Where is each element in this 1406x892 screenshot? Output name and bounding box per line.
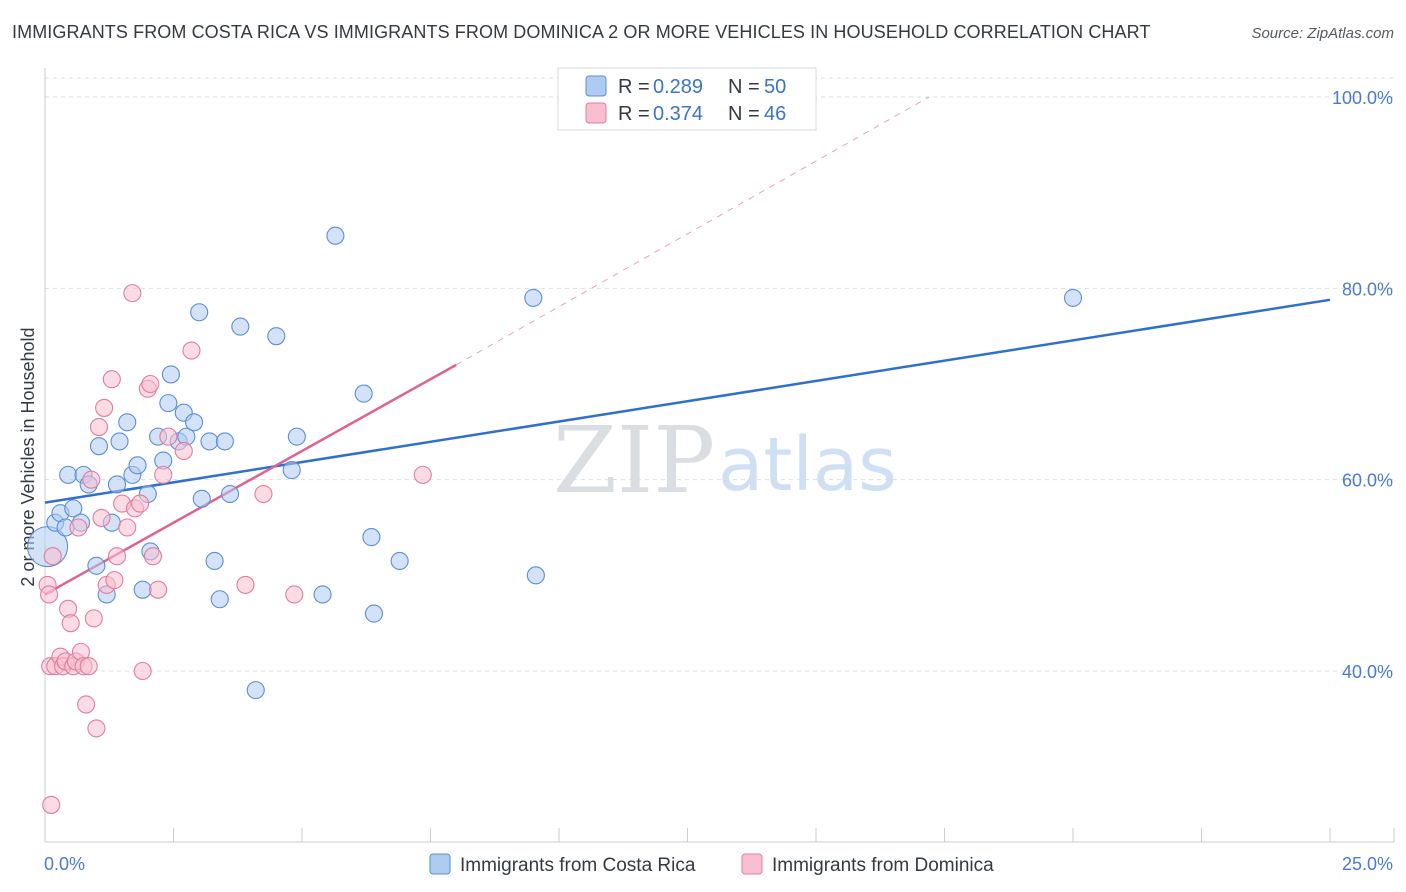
point-costa-rica	[362, 528, 381, 547]
point-dominica	[413, 465, 432, 484]
point-costa-rica	[524, 288, 543, 307]
point-dominica	[107, 547, 127, 566]
point-costa-rica	[1063, 288, 1083, 307]
point-dominica	[174, 441, 193, 461]
point-dominica	[143, 547, 162, 566]
point-dominica	[159, 427, 178, 446]
point-costa-rica	[192, 489, 211, 508]
point-dominica	[105, 571, 124, 590]
point-costa-rica	[246, 681, 265, 700]
point-dominica	[154, 465, 173, 484]
point-dominica	[82, 470, 101, 489]
legend-n-label: N =	[728, 76, 760, 98]
watermark-zip: ZIP	[553, 407, 715, 514]
point-dominica	[123, 284, 142, 303]
point-costa-rica	[89, 437, 109, 456]
point-costa-rica	[161, 365, 180, 384]
point-costa-rica	[220, 484, 240, 504]
point-costa-rica	[210, 590, 229, 609]
watermark: ZIP atlas	[553, 407, 897, 514]
point-costa-rica	[64, 499, 83, 518]
y-tick-label: 80.0%	[1342, 279, 1393, 299]
point-costa-rica	[313, 585, 332, 604]
point-costa-rica	[185, 413, 204, 432]
legend-swatch-costa-rica	[585, 75, 607, 97]
y-tick-label: 100.0%	[1332, 88, 1393, 108]
bottom-legend-label-costa-rica: Immigrants from Costa Rica	[460, 855, 696, 876]
point-dominica	[182, 341, 201, 360]
point-dominica	[89, 417, 109, 437]
point-dominica	[69, 518, 88, 537]
legend-r-label: R =	[618, 103, 650, 125]
legend-r-label: R =	[618, 76, 650, 98]
point-dominica	[77, 695, 96, 714]
y-tick-label: 40.0%	[1342, 662, 1393, 682]
x-tick-label: 0.0%	[44, 854, 85, 874]
point-costa-rica	[133, 580, 152, 599]
point-dominica	[254, 484, 273, 504]
point-costa-rica	[107, 475, 127, 494]
point-costa-rica	[87, 556, 106, 575]
legend-r-value-dominica: 0.374	[653, 103, 703, 125]
point-dominica	[131, 494, 150, 513]
trend-lines	[44, 96, 1331, 596]
point-costa-rica	[354, 384, 373, 403]
point-costa-rica	[110, 432, 129, 451]
point-costa-rica	[59, 465, 78, 484]
trend-line-costa-rica	[44, 298, 1331, 504]
point-costa-rica	[190, 303, 209, 322]
point-costa-rica	[215, 432, 234, 451]
point-costa-rica	[390, 551, 409, 571]
bottom-legend-label-dominica: Immigrants from Dominica	[772, 855, 994, 876]
correlation-legend: R = 0.289 N = 50 R = 0.374 N = 46	[557, 67, 817, 131]
point-dominica	[149, 580, 168, 599]
y-tick-label: 60.0%	[1342, 471, 1393, 491]
data-points	[27, 226, 1083, 814]
trend-extension-dominica	[455, 96, 930, 366]
point-dominica	[42, 795, 61, 814]
bottom-legend-swatch-dominica	[741, 853, 763, 875]
point-dominica	[79, 657, 98, 676]
point-dominica	[87, 719, 106, 738]
legend-r-value-costa-rica: 0.289	[653, 76, 703, 98]
point-dominica	[236, 575, 255, 594]
point-dominica	[141, 374, 160, 394]
legend-n-label: N =	[728, 103, 760, 125]
bottom-legend-swatch-costa-rica	[429, 853, 451, 875]
point-costa-rica	[205, 551, 224, 571]
point-costa-rica	[287, 427, 306, 446]
point-costa-rica	[364, 604, 384, 623]
point-costa-rica	[282, 461, 301, 480]
point-dominica	[43, 547, 62, 566]
point-dominica	[133, 661, 152, 681]
y-axis-title: 2 or more Vehicles in Household	[18, 327, 38, 586]
point-dominica	[102, 370, 121, 389]
point-costa-rica	[231, 317, 250, 336]
point-dominica	[95, 398, 114, 417]
point-costa-rica	[118, 413, 137, 432]
x-tick-label: 25.0%	[1342, 854, 1393, 874]
point-dominica	[61, 614, 80, 633]
source-credit: Source: ZipAtlas.com	[1251, 25, 1394, 42]
point-dominica	[40, 585, 59, 604]
point-dominica	[285, 585, 304, 604]
point-costa-rica	[200, 432, 219, 451]
point-costa-rica	[267, 327, 286, 346]
legend-n-value-costa-rica: 50	[764, 76, 786, 98]
legend-n-value-dominica: 46	[764, 103, 786, 125]
point-costa-rica	[128, 456, 147, 475]
legend-swatch-dominica	[585, 102, 607, 124]
point-dominica	[118, 518, 137, 537]
watermark-atlas: atlas	[718, 422, 897, 508]
point-costa-rica	[326, 226, 345, 245]
point-costa-rica	[159, 394, 178, 413]
series-legend: Immigrants from Costa Rica Immigrants fr…	[429, 853, 994, 876]
axes: 100.0% 80.0% 60.0% 40.0% 0.0% 25.0%	[44, 68, 1395, 874]
point-dominica	[84, 609, 103, 628]
chart-title: IMMIGRANTS FROM COSTA RICA VS IMMIGRANTS…	[12, 22, 1151, 42]
point-costa-rica	[526, 566, 545, 585]
point-dominica	[92, 508, 111, 527]
